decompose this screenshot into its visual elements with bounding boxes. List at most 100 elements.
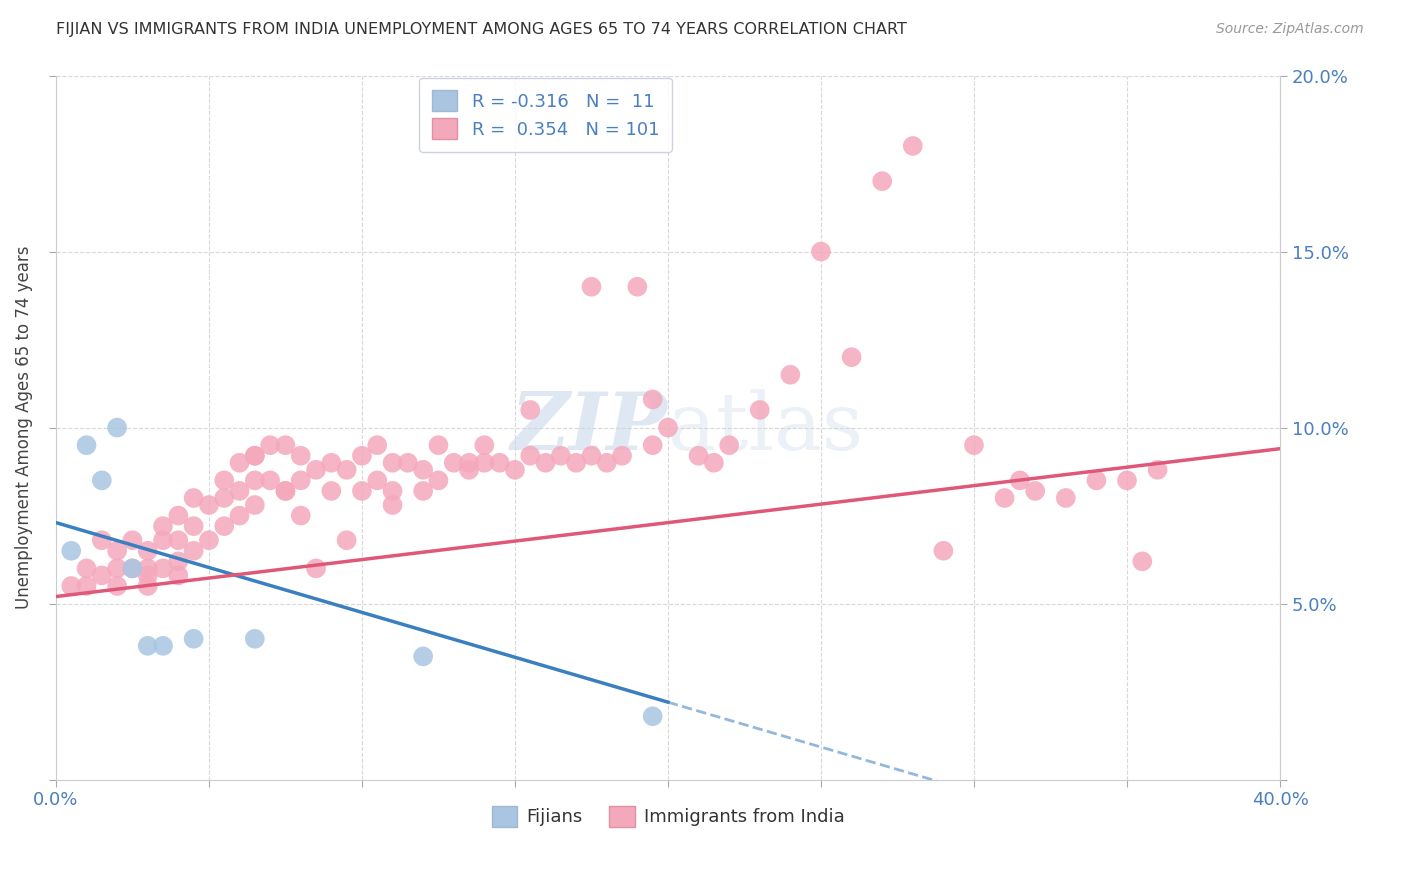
Point <box>581 449 603 463</box>
Point <box>243 474 266 488</box>
Point <box>121 561 143 575</box>
Point <box>550 449 572 463</box>
Point <box>290 508 312 523</box>
Point <box>381 498 404 512</box>
Point <box>519 449 541 463</box>
Point <box>105 579 128 593</box>
Point <box>121 561 143 575</box>
Point <box>305 561 328 575</box>
Text: FIJIAN VS IMMIGRANTS FROM INDIA UNEMPLOYMENT AMONG AGES 65 TO 74 YEARS CORRELATI: FIJIAN VS IMMIGRANTS FROM INDIA UNEMPLOY… <box>56 22 907 37</box>
Point <box>105 420 128 434</box>
Point <box>443 456 465 470</box>
Point <box>259 474 281 488</box>
Point <box>488 456 510 470</box>
Point <box>198 533 221 548</box>
Point <box>703 456 725 470</box>
Point <box>76 438 98 452</box>
Point <box>381 456 404 470</box>
Point <box>243 449 266 463</box>
Text: ZIP: ZIP <box>512 389 668 467</box>
Point <box>274 438 297 452</box>
Point <box>105 543 128 558</box>
Text: Source: ZipAtlas.com: Source: ZipAtlas.com <box>1216 22 1364 37</box>
Point <box>183 543 205 558</box>
Point <box>183 491 205 505</box>
Point <box>610 449 633 463</box>
Point <box>121 533 143 548</box>
Point <box>932 543 955 558</box>
Point <box>290 449 312 463</box>
Point <box>136 561 159 575</box>
Point <box>183 632 205 646</box>
Point <box>305 463 328 477</box>
Point <box>458 456 481 470</box>
Point <box>458 463 481 477</box>
Point <box>901 139 924 153</box>
Point <box>90 533 112 548</box>
Point <box>228 456 250 470</box>
Point <box>427 474 450 488</box>
Point <box>503 463 526 477</box>
Point <box>596 456 619 470</box>
Point <box>76 561 98 575</box>
Point <box>718 438 741 452</box>
Point <box>641 438 664 452</box>
Point <box>427 438 450 452</box>
Point <box>90 474 112 488</box>
Point <box>105 561 128 575</box>
Point <box>1146 463 1168 477</box>
Point <box>183 519 205 533</box>
Point <box>641 709 664 723</box>
Point <box>350 449 373 463</box>
Point <box>350 483 373 498</box>
Point <box>167 533 190 548</box>
Point <box>641 392 664 407</box>
Point <box>274 483 297 498</box>
Point <box>243 498 266 512</box>
Point <box>152 533 174 548</box>
Point <box>321 483 343 498</box>
Point <box>688 449 710 463</box>
Point <box>212 519 235 533</box>
Point <box>366 474 388 488</box>
Point <box>60 543 83 558</box>
Legend: Fijians, Immigrants from India: Fijians, Immigrants from India <box>485 798 852 834</box>
Point <box>152 561 174 575</box>
Point <box>136 543 159 558</box>
Point <box>152 639 174 653</box>
Point <box>472 438 495 452</box>
Point <box>870 174 893 188</box>
Point <box>565 456 588 470</box>
Point <box>1024 483 1046 498</box>
Point <box>534 456 557 470</box>
Y-axis label: Unemployment Among Ages 65 to 74 years: Unemployment Among Ages 65 to 74 years <box>15 246 32 609</box>
Point <box>259 438 281 452</box>
Point <box>1130 554 1153 568</box>
Point <box>472 456 495 470</box>
Point <box>396 456 419 470</box>
Point <box>76 579 98 593</box>
Point <box>779 368 801 382</box>
Point <box>963 438 986 452</box>
Point <box>1008 474 1031 488</box>
Point <box>90 568 112 582</box>
Point <box>336 533 359 548</box>
Point <box>412 463 434 477</box>
Point <box>366 438 388 452</box>
Point <box>198 498 221 512</box>
Point <box>1116 474 1139 488</box>
Point <box>228 508 250 523</box>
Point <box>519 403 541 417</box>
Point <box>581 279 603 293</box>
Point <box>336 463 359 477</box>
Point <box>243 449 266 463</box>
Point <box>1054 491 1077 505</box>
Point <box>136 579 159 593</box>
Point <box>1085 474 1108 488</box>
Point <box>152 519 174 533</box>
Point <box>212 491 235 505</box>
Point <box>243 632 266 646</box>
Point <box>136 639 159 653</box>
Point <box>810 244 832 259</box>
Text: atlas: atlas <box>668 389 863 467</box>
